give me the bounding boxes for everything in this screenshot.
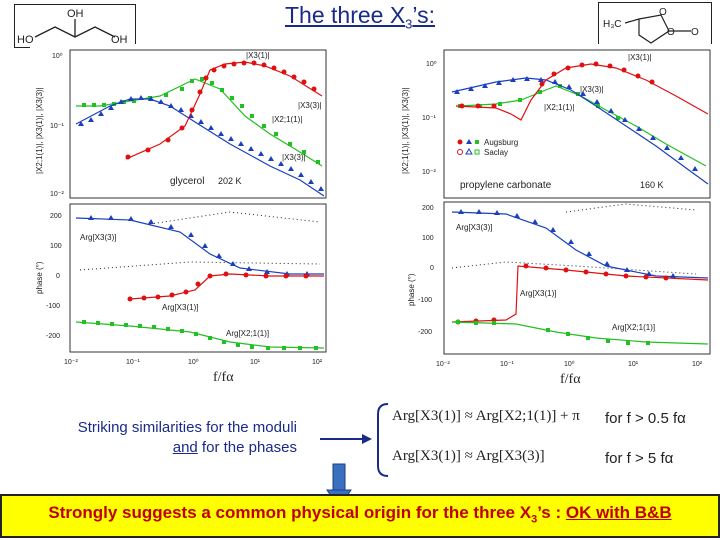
curve-label: |X3(3)| <box>282 153 306 162</box>
y-axis-label: |X2;1(1)|, |X3(1)|, |X3(3)| <box>35 87 44 174</box>
svg-text:O: O <box>659 7 667 18</box>
conclusion-text: Strongly suggests a common physical orig… <box>48 503 672 526</box>
bracket-icon <box>377 403 389 477</box>
tick-label: 100 <box>50 243 62 250</box>
tick-label: 200 <box>50 213 62 220</box>
sample-label: glycerol <box>170 176 204 187</box>
phase-relation-2: Arg[X3(1)] ≈ Arg[X3(3)] <box>392 448 545 464</box>
conclusion-banner <box>0 494 720 538</box>
tick-label: 0 <box>430 265 434 272</box>
right-top-frame <box>443 49 711 199</box>
curve-label: Arg[X2;1(1)] <box>226 329 269 338</box>
green-series-line <box>459 85 707 167</box>
right-chart-svg: 10⁰ 10⁻¹ 10⁻² |X2;1(1)|, |X3(1)|, |X3(3)… <box>401 49 711 368</box>
dotted-reference-line <box>79 261 321 271</box>
tick-label: 10¹ <box>250 359 261 366</box>
right-arrow-icon <box>320 434 372 444</box>
tick-label: 10⁻² <box>436 361 450 368</box>
left-chart-panel: 10⁰ 10⁻¹ 10⁻² |X2;1(1)|, |X3(1)|, |X3(3)… <box>30 44 330 374</box>
legend <box>457 139 480 155</box>
tick-label: -100 <box>46 303 60 310</box>
curve-label: |X2;1(1)| <box>544 103 574 112</box>
legend-label: Augsburg <box>484 138 518 147</box>
red-series-line <box>125 61 323 160</box>
sample-label: propylene carbonate <box>460 180 552 191</box>
blue-series-markers <box>454 76 698 171</box>
green-phase-markers <box>456 320 650 345</box>
svg-text:O: O <box>667 27 675 38</box>
x-axis-label: f/fα <box>213 370 234 385</box>
blue-phase-markers <box>88 215 310 276</box>
phase-relation-2-condition: for f > 5 fα <box>605 450 674 467</box>
tick-label: 10⁰ <box>52 52 63 60</box>
tick-label: 10¹ <box>628 361 639 368</box>
curve-label: |X3(3)| <box>580 85 604 94</box>
blue-phase-markers <box>458 209 676 278</box>
left-bottom-frame <box>69 203 327 353</box>
tick-label: 10⁰ <box>564 360 575 368</box>
tick-label: 10⁻² <box>50 191 64 198</box>
green-phase-line <box>451 321 709 345</box>
tick-label: 200 <box>422 205 434 212</box>
tick-label: 10⁻² <box>64 359 78 366</box>
temperature-label: 160 K <box>640 180 664 190</box>
curve-label: Arg[X3(3)] <box>80 233 116 242</box>
curve-label: |X2;1(1)| <box>272 115 302 124</box>
svg-text:H₃C: H₃C <box>603 19 622 30</box>
y-axis-label: phase (°) <box>35 261 44 294</box>
left-chart-svg: 10⁰ 10⁻¹ 10⁻² |X2;1(1)|, |X3(1)|, |X3(3)… <box>35 49 327 366</box>
blue-series-markers <box>78 95 324 191</box>
green-phase-markers <box>82 320 318 350</box>
glycerol-structure: OH HO OH <box>14 4 136 48</box>
slide-title: The three X3’s: <box>284 2 435 32</box>
curve-label: Arg[X2;1(1)] <box>612 323 655 332</box>
tick-label: -100 <box>418 297 432 304</box>
tick-label: 10⁰ <box>188 358 199 366</box>
tick-label: -200 <box>418 329 432 336</box>
svg-text:OH: OH <box>111 34 128 46</box>
tick-label: 10⁻¹ <box>422 115 436 122</box>
curve-label: Arg[X3(1)] <box>520 289 556 298</box>
similarity-note: Striking similarities for the moduli and… <box>22 418 297 458</box>
tick-label: 100 <box>422 235 434 242</box>
tick-label: 10⁻² <box>422 169 436 176</box>
curve-label: Arg[X3(3)] <box>456 223 492 232</box>
dotted-reference-line <box>451 261 697 275</box>
dotted-reference-line <box>149 211 321 225</box>
tick-label: 10⁰ <box>426 60 437 68</box>
similarity-note-line2: and for the phases <box>22 438 297 458</box>
temperature-label: 202 K <box>218 176 242 186</box>
legend-label: Saclay <box>484 148 508 157</box>
emphasis-and: and <box>172 439 198 456</box>
dotted-reference-line <box>565 203 697 213</box>
similarity-note-line1: Striking similarities for the moduli <box>77 419 297 436</box>
x-axis-label: f/fα <box>560 372 581 387</box>
conclusion-ok: OK with B&B <box>565 503 672 522</box>
y-axis-label: |X2;1(1)|, |X3(1)|, |X3(3)| <box>401 87 410 174</box>
red-series-markers <box>459 61 655 109</box>
red-phase-markers <box>127 271 309 302</box>
tick-label: 10⁻¹ <box>500 361 514 368</box>
tick-label: 10² <box>312 359 323 366</box>
blue-series-line <box>451 77 709 185</box>
tick-label: 0 <box>56 273 60 280</box>
right-chart-panel: 10⁰ 10⁻¹ 10⁻² |X2;1(1)|, |X3(1)|, |X3(3)… <box>396 44 716 374</box>
similarity-note-rest: for the phases <box>197 439 297 456</box>
svg-text:O: O <box>691 27 699 38</box>
tick-label: 10⁻¹ <box>126 359 140 366</box>
svg-text:OH: OH <box>67 8 84 20</box>
tick-label: 10² <box>692 361 703 368</box>
curve-label: Arg[X3(1)] <box>162 303 198 312</box>
blue-phase-line <box>451 211 709 279</box>
curve-label: |X3(1)| <box>246 51 270 60</box>
phase-relation-1: Arg[X3(1)] ≈ Arg[X2;1(1)] + π <box>392 408 580 424</box>
tick-label: 10⁻¹ <box>50 123 64 130</box>
curve-label: |X3(1)| <box>628 53 652 62</box>
tick-label: -200 <box>46 333 60 340</box>
red-series-markers <box>125 60 317 160</box>
y-axis-label: phase (°) <box>407 273 416 306</box>
curve-label: |X3(3)| <box>298 101 322 110</box>
phase-relation-1-condition: for f > 0.5 fα <box>605 410 686 427</box>
svg-text:HO: HO <box>17 34 34 46</box>
